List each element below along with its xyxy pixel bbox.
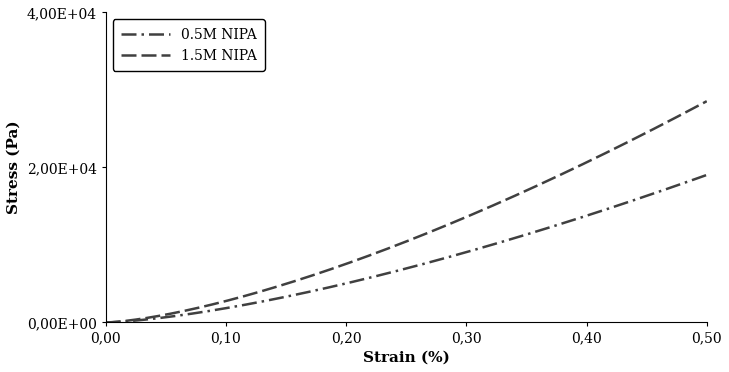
0.5M NIPA [702,173,711,177]
0.5M NIPA [250,301,259,305]
X-axis label: Strain (%): Strain (%) [363,351,450,365]
0.5M NIPA [599,208,608,212]
1.5M NIPA [599,152,608,156]
1.5M NIPA [101,320,110,325]
0.5M NIPA [276,296,284,300]
0.5M NIPA [488,242,497,247]
1.5M NIPA [488,203,497,208]
1.5M NIPA [496,200,504,205]
1.5M NIPA [702,99,711,103]
Line: 0.5M NIPA: 0.5M NIPA [106,175,706,323]
Line: 1.5M NIPA: 1.5M NIPA [106,101,706,323]
Legend: 0.5M NIPA, 1.5M NIPA: 0.5M NIPA, 1.5M NIPA [112,19,265,71]
Y-axis label: Stress (Pa): Stress (Pa) [7,121,21,214]
0.5M NIPA [496,240,504,245]
1.5M NIPA [250,291,259,295]
0.5M NIPA [101,320,110,325]
1.5M NIPA [276,283,284,288]
1.5M NIPA [320,269,329,273]
0.5M NIPA [320,286,329,291]
